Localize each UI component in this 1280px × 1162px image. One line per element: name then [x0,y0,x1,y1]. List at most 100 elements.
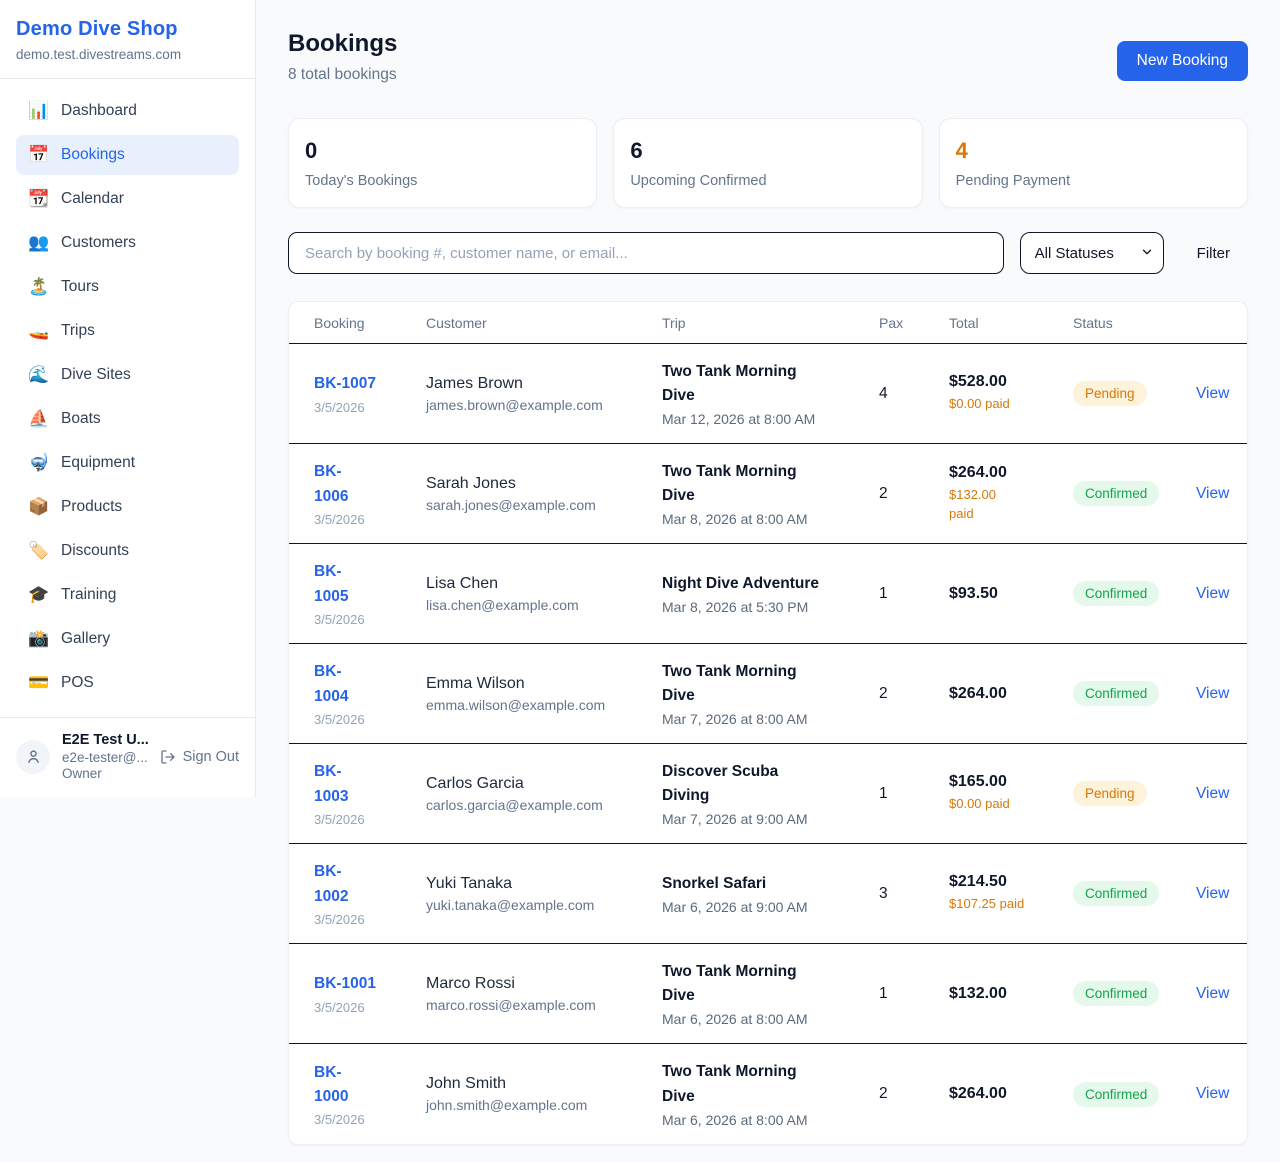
booking-id-link[interactable]: BK-1007 [314,375,377,393]
pax-count: 4 [879,384,888,402]
nav-label: Products [61,498,123,515]
booking-date: 3/5/2026 [314,711,365,727]
customer-name: Carlos Garcia [426,774,524,792]
stat-cards: 0 Today's Bookings 6 Upcoming Confirmed … [288,118,1248,208]
trip-name: Discover Scuba Diving [662,762,779,804]
nav-label: Tours [61,278,99,295]
stat-label: Today's Bookings [305,173,418,189]
customer-name: Marco Rossi [426,974,515,992]
status-badge: Confirmed [1073,581,1160,606]
pax-count: 3 [879,884,888,902]
stat-label: Upcoming Confirmed [630,173,767,189]
status-select[interactable]: All Statuses [1019,232,1164,274]
brand-name[interactable]: Demo Dive Shop [16,18,178,40]
sidebar-item-dive-sites[interactable]: 🌊 Dive Sites [16,355,239,395]
nav-icon: 💳 [28,673,50,692]
view-link[interactable]: View [1196,584,1230,602]
nav-label: Gallery [61,630,111,647]
customer-email: yuki.tanaka@example.com [426,896,595,913]
pax-count: 1 [879,984,888,1002]
view-link[interactable]: View [1196,684,1230,702]
booking-date: 3/5/2026 [314,511,365,527]
view-link[interactable]: View [1196,884,1230,902]
view-link[interactable]: View [1196,784,1230,802]
nav-icon: 📆 [28,189,50,208]
sidebar-item-products[interactable]: 📦 Products [16,487,239,527]
filter-button[interactable]: Filter [1196,244,1230,262]
view-link[interactable]: View [1196,984,1230,1002]
view-link[interactable]: View [1196,1085,1230,1102]
booking-id-link[interactable]: BK- 1004 [314,663,349,705]
sidebar-item-customers[interactable]: 👥 Customers [16,223,239,263]
customer-email: marco.rossi@example.com [426,996,596,1013]
user-info: E2E Test U... e2e-tester@... Owner [62,732,149,781]
column-header-trip: Trip [662,314,686,331]
nav-label: Dive Sites [61,366,131,383]
status-badge: Confirmed [1073,481,1160,506]
sign-out-button[interactable]: Sign Out [160,749,239,765]
brand-domain: demo.test.divestreams.com [16,47,182,62]
trip-time: Mar 7, 2026 at 8:00 AM [662,711,808,728]
view-link[interactable]: View [1196,484,1230,502]
stat-value: 4 [955,138,968,163]
column-header-status: Status [1073,314,1113,331]
user-role: Owner [62,766,102,781]
new-booking-button[interactable]: New Booking [1116,41,1248,81]
booking-id-link[interactable]: BK- 1005 [314,563,349,605]
booking-id-link[interactable]: BK- 1006 [314,463,349,505]
customer-name: John Smith [426,1075,507,1092]
sidebar-item-trips[interactable]: 🚤 Trips [16,311,239,351]
total-amount: $264.00 [949,684,1007,702]
status-badge: Confirmed [1073,981,1160,1006]
customer-email: sarah.jones@example.com [426,496,596,513]
booking-id-link[interactable]: BK-1001 [314,975,377,993]
sidebar-item-boats[interactable]: ⛵ Boats [16,399,239,439]
column-header-total: Total [949,314,979,331]
sidebar-item-gallery[interactable]: 📸 Gallery [16,619,239,659]
booking-id-link[interactable]: BK- 1000 [314,1063,349,1105]
sidebar-footer: E2E Test U... e2e-tester@... Owner Sign … [0,717,255,797]
sidebar-item-equipment[interactable]: 🤿 Equipment [16,443,239,483]
booking-id-link[interactable]: BK- 1003 [314,763,349,805]
booking-date: 3/5/2026 [314,911,365,927]
trip-time: Mar 6, 2026 at 8:00 AM [662,1111,808,1128]
table-row: BK-1007 3/5/2026 James Brown james.brown… [289,344,1247,444]
sidebar-item-calendar[interactable]: 📆 Calendar [16,179,239,219]
column-header-pax: Pax [879,314,904,331]
status-select-wrap: All Statuses [1019,232,1164,274]
search-input[interactable] [288,232,1004,274]
sidebar-item-bookings[interactable]: 📅 Bookings [16,135,239,175]
sidebar-item-discounts[interactable]: 🏷️ Discounts [16,531,239,571]
sidebar: Demo Dive Shop demo.test.divestreams.com… [0,0,256,797]
nav-label: Customers [61,234,136,251]
nav-label: Discounts [61,542,130,559]
status-badge: Confirmed [1073,1081,1160,1107]
booking-date: 3/5/2026 [314,999,365,1015]
main-content: Bookings 8 total bookings New Booking 0 … [256,0,1280,1145]
nav-label: POS [61,674,94,691]
paid-amount: $132.00 paid [949,486,996,521]
nav-icon: 🚤 [28,321,50,340]
sidebar-item-tours[interactable]: 🏝️ Tours [16,267,239,307]
sidebar-item-dashboard[interactable]: 📊 Dashboard [16,91,239,131]
nav-label: Bookings [61,146,125,163]
bookings-table: Booking Customer Trip Pax Total Status BK-100… [288,301,1248,1145]
total-amount: $132.00 [949,984,1007,1002]
sign-out-icon [160,749,175,764]
sidebar-item-training[interactable]: 🎓 Training [16,575,239,615]
booking-id-link[interactable]: BK- 1002 [314,863,349,905]
trip-name: Snorkel Safari [662,874,767,892]
total-amount: $528.00 [949,373,1007,391]
table-row: BK-1001 3/5/2026 Marco Rossi marco.rossi… [289,944,1247,1044]
nav-label: Boats [61,410,101,427]
view-link[interactable]: View [1196,384,1230,402]
booking-date: 3/5/2026 [314,611,365,627]
sidebar-item-pos[interactable]: 💳 POS [16,663,239,703]
page-subtitle: 8 total bookings [288,66,397,83]
trip-time: Mar 6, 2026 at 8:00 AM [662,1011,808,1028]
booking-date: 3/5/2026 [314,811,365,827]
stat-value: 0 [305,138,318,163]
customer-email: carlos.garcia@example.com [426,796,603,813]
table-body: BK-1007 3/5/2026 James Brown james.brown… [289,344,1247,1144]
